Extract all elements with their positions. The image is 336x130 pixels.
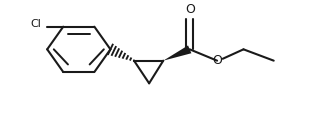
Polygon shape: [163, 45, 192, 61]
Text: O: O: [212, 54, 222, 67]
Text: Cl: Cl: [30, 19, 41, 29]
Text: O: O: [185, 3, 195, 16]
